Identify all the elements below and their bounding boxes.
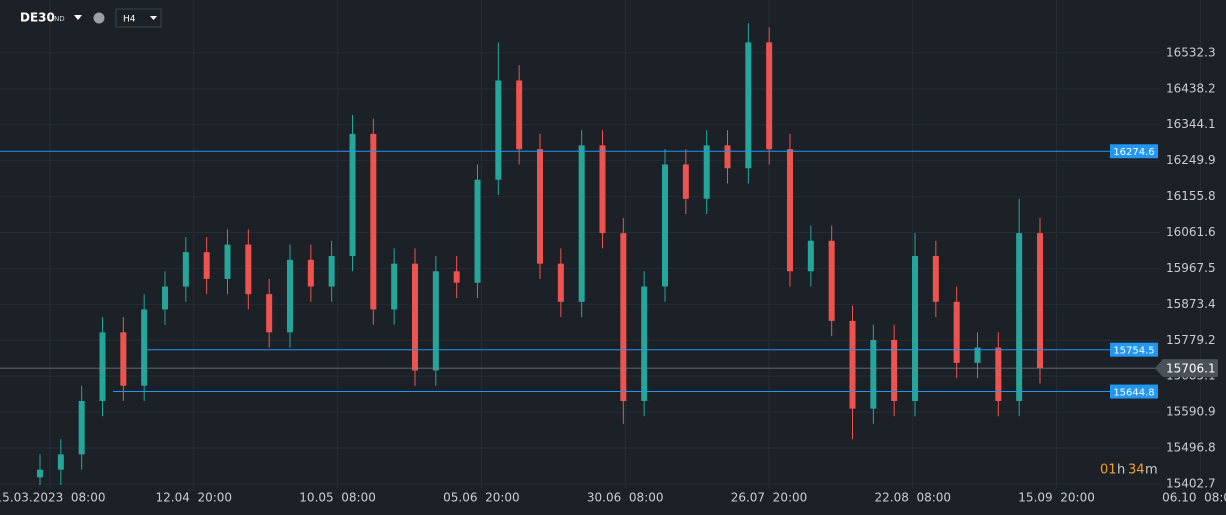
candle-body bbox=[370, 133, 377, 310]
x-tick-label: 10.05 08:00 bbox=[299, 491, 376, 505]
candle-body bbox=[995, 347, 1002, 402]
level-label: 15754.5 bbox=[1113, 346, 1154, 357]
candle-body bbox=[787, 149, 793, 272]
candle-body bbox=[141, 309, 148, 386]
candle-body bbox=[828, 240, 835, 321]
candle-body bbox=[287, 259, 293, 333]
symbol-dropdown[interactable] bbox=[74, 15, 82, 20]
y-tick-label: 16532.3 bbox=[1166, 45, 1216, 59]
y-tick-label: 15496.8 bbox=[1166, 441, 1216, 455]
symbol[interactable]: DE30 bbox=[20, 11, 55, 25]
x-tick-label: 12.04 20:00 bbox=[156, 491, 233, 505]
candle-body bbox=[932, 256, 939, 302]
candle-body bbox=[724, 145, 731, 169]
candle-body bbox=[182, 252, 189, 287]
candle-body bbox=[99, 332, 106, 402]
candle-body bbox=[1037, 233, 1043, 369]
candle-body bbox=[953, 301, 960, 363]
candle-body bbox=[912, 256, 918, 402]
level-label: 15644.8 bbox=[1113, 388, 1154, 399]
candle-body bbox=[432, 271, 439, 371]
candle-body bbox=[557, 263, 564, 302]
candle-body bbox=[245, 244, 252, 295]
candle-body bbox=[495, 80, 502, 180]
candle-body bbox=[37, 469, 43, 478]
candle-body bbox=[516, 80, 523, 150]
y-tick-label: 16155.8 bbox=[1166, 189, 1216, 203]
x-tick-label: 15.03.2023 08:00 bbox=[0, 491, 105, 505]
timer-h: h bbox=[1117, 463, 1125, 478]
symbol-type: IND bbox=[52, 15, 65, 23]
candle-body bbox=[807, 240, 814, 272]
candle-body bbox=[620, 233, 627, 402]
candle-body bbox=[391, 263, 398, 310]
candle-body bbox=[120, 332, 127, 386]
candle-body bbox=[682, 164, 689, 199]
candle-body bbox=[849, 320, 856, 409]
y-tick-label: 15779.2 bbox=[1166, 333, 1216, 347]
timer-hours: 01 bbox=[1100, 463, 1117, 478]
candle-body bbox=[766, 42, 773, 150]
current-price-box bbox=[1155, 359, 1218, 378]
x-tick-label: 30.06 08:00 bbox=[587, 491, 664, 505]
candle-body bbox=[474, 179, 481, 283]
candle-body bbox=[870, 339, 877, 409]
info-icon[interactable] bbox=[93, 12, 105, 24]
y-tick-label: 16438.2 bbox=[1166, 81, 1216, 95]
y-tick-label: 16344.1 bbox=[1166, 117, 1216, 131]
x-tick-label: 26.07 20:00 bbox=[731, 491, 808, 505]
candle-body bbox=[891, 339, 898, 402]
candle-body bbox=[266, 294, 273, 333]
candle-body bbox=[349, 133, 356, 257]
level-label-box bbox=[1110, 384, 1158, 399]
candle-body bbox=[641, 286, 648, 402]
candle-body bbox=[328, 256, 335, 287]
candle-body bbox=[203, 252, 210, 279]
candle-body bbox=[412, 263, 418, 371]
candle-body bbox=[745, 42, 752, 169]
candle-body bbox=[57, 454, 64, 470]
level-label-box bbox=[1110, 342, 1158, 357]
y-tick-label: 15873.4 bbox=[1166, 297, 1216, 311]
candle-body bbox=[662, 164, 668, 287]
y-tick-label: 16061.6 bbox=[1166, 225, 1216, 239]
timer-m: m bbox=[1145, 463, 1158, 478]
y-tick-label: 15402.7 bbox=[1166, 476, 1216, 490]
level-label-box bbox=[1110, 144, 1158, 159]
candle-body bbox=[307, 259, 314, 287]
x-tick-label: 05.06 20:00 bbox=[443, 491, 520, 505]
x-tick-label: 06.10 08:00 bbox=[1162, 491, 1226, 505]
candle-body bbox=[599, 145, 606, 234]
candle-body bbox=[224, 244, 231, 279]
candle-body bbox=[162, 286, 168, 310]
timer-minutes: 34 bbox=[1128, 463, 1145, 478]
candle-body bbox=[578, 145, 585, 302]
timeframe-dropdown[interactable] bbox=[150, 16, 157, 20]
level-label: 16274.6 bbox=[1113, 147, 1154, 158]
y-tick-label: 15590.9 bbox=[1166, 405, 1216, 419]
timeframe-box[interactable] bbox=[115, 8, 162, 28]
candle-body bbox=[974, 347, 981, 363]
candle-body bbox=[537, 149, 543, 264]
candle-body bbox=[1016, 233, 1023, 402]
candle-body bbox=[453, 271, 460, 283]
current-price-label: 15706.1 bbox=[1166, 362, 1216, 376]
x-tick-label: 15.09 20:00 bbox=[1018, 491, 1095, 505]
y-tick-label: 16249.9 bbox=[1166, 153, 1216, 167]
x-tick-label: 22.08 08:00 bbox=[875, 491, 952, 505]
candle-body bbox=[703, 145, 710, 199]
y-tick-label: 15967.5 bbox=[1166, 261, 1216, 275]
candle-body bbox=[78, 401, 85, 455]
timeframe[interactable]: H4 bbox=[123, 15, 136, 25]
